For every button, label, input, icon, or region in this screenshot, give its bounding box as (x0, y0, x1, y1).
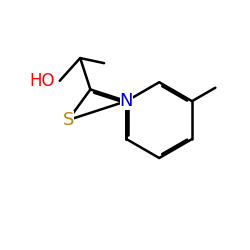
Text: N: N (120, 92, 133, 110)
Text: S: S (62, 111, 74, 129)
Text: HO: HO (30, 72, 55, 90)
